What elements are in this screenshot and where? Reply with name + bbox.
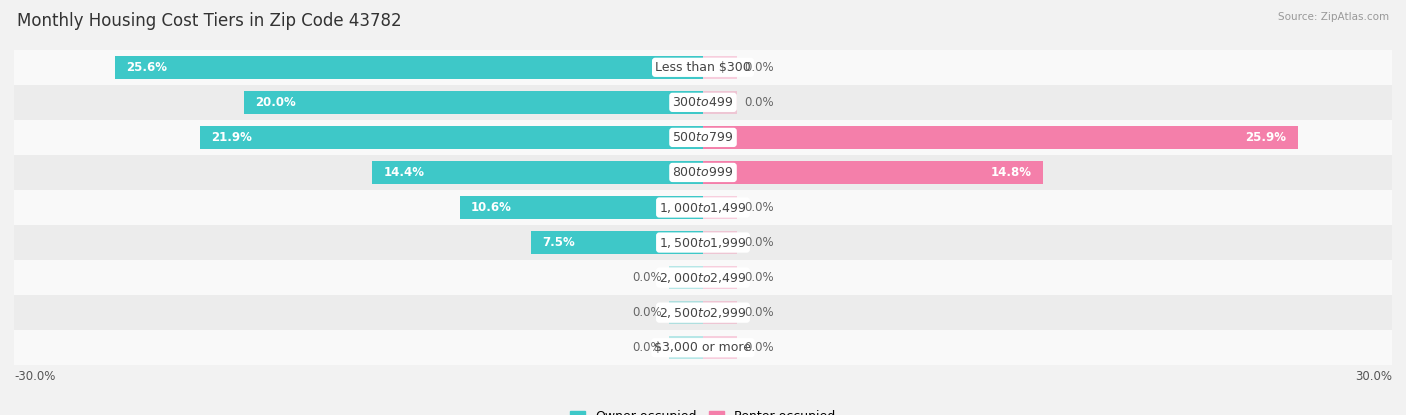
Bar — [14, 85, 1392, 120]
Text: 30.0%: 30.0% — [1355, 371, 1392, 383]
Text: Source: ZipAtlas.com: Source: ZipAtlas.com — [1278, 12, 1389, 22]
Text: 0.0%: 0.0% — [744, 201, 773, 214]
Text: $800 to $999: $800 to $999 — [672, 166, 734, 179]
Bar — [373, 161, 703, 184]
Text: 0.0%: 0.0% — [744, 236, 773, 249]
Text: 0.0%: 0.0% — [744, 61, 773, 74]
Bar — [14, 120, 1392, 155]
Bar — [703, 196, 738, 219]
Bar — [669, 336, 703, 359]
Bar — [703, 231, 738, 254]
Bar — [703, 91, 738, 114]
Bar — [243, 91, 703, 114]
Text: 14.4%: 14.4% — [384, 166, 425, 179]
Bar — [14, 50, 1392, 85]
Text: $300 to $499: $300 to $499 — [672, 96, 734, 109]
Bar — [200, 126, 703, 149]
Text: 25.9%: 25.9% — [1246, 131, 1286, 144]
Bar — [703, 126, 1298, 149]
Text: 14.8%: 14.8% — [990, 166, 1032, 179]
Bar — [531, 231, 703, 254]
Legend: Owner-occupied, Renter-occupied: Owner-occupied, Renter-occupied — [565, 405, 841, 415]
Text: 0.0%: 0.0% — [744, 271, 773, 284]
Bar — [669, 266, 703, 289]
Text: 20.0%: 20.0% — [256, 96, 295, 109]
Text: 25.6%: 25.6% — [127, 61, 167, 74]
Bar — [14, 190, 1392, 225]
Bar — [669, 301, 703, 324]
Bar — [115, 56, 703, 79]
Text: 10.6%: 10.6% — [471, 201, 512, 214]
Text: 7.5%: 7.5% — [543, 236, 575, 249]
Text: $3,000 or more: $3,000 or more — [655, 341, 751, 354]
Bar — [460, 196, 703, 219]
Bar — [14, 330, 1392, 365]
Text: 0.0%: 0.0% — [744, 341, 773, 354]
Bar — [14, 225, 1392, 260]
Text: -30.0%: -30.0% — [14, 371, 55, 383]
Bar — [703, 56, 738, 79]
Bar — [14, 260, 1392, 295]
Bar — [703, 161, 1043, 184]
Text: 0.0%: 0.0% — [633, 341, 662, 354]
Bar — [703, 301, 738, 324]
Text: 0.0%: 0.0% — [633, 306, 662, 319]
Text: 0.0%: 0.0% — [633, 271, 662, 284]
Text: $2,000 to $2,499: $2,000 to $2,499 — [659, 271, 747, 285]
Bar — [14, 155, 1392, 190]
Text: 21.9%: 21.9% — [211, 131, 253, 144]
Text: $1,000 to $1,499: $1,000 to $1,499 — [659, 200, 747, 215]
Text: Less than $300: Less than $300 — [655, 61, 751, 74]
Text: $500 to $799: $500 to $799 — [672, 131, 734, 144]
Text: 0.0%: 0.0% — [744, 96, 773, 109]
Text: $2,500 to $2,999: $2,500 to $2,999 — [659, 305, 747, 320]
Text: Monthly Housing Cost Tiers in Zip Code 43782: Monthly Housing Cost Tiers in Zip Code 4… — [17, 12, 402, 30]
Text: $1,500 to $1,999: $1,500 to $1,999 — [659, 236, 747, 249]
Text: 0.0%: 0.0% — [744, 306, 773, 319]
Bar — [703, 336, 738, 359]
Bar — [14, 295, 1392, 330]
Bar — [703, 266, 738, 289]
